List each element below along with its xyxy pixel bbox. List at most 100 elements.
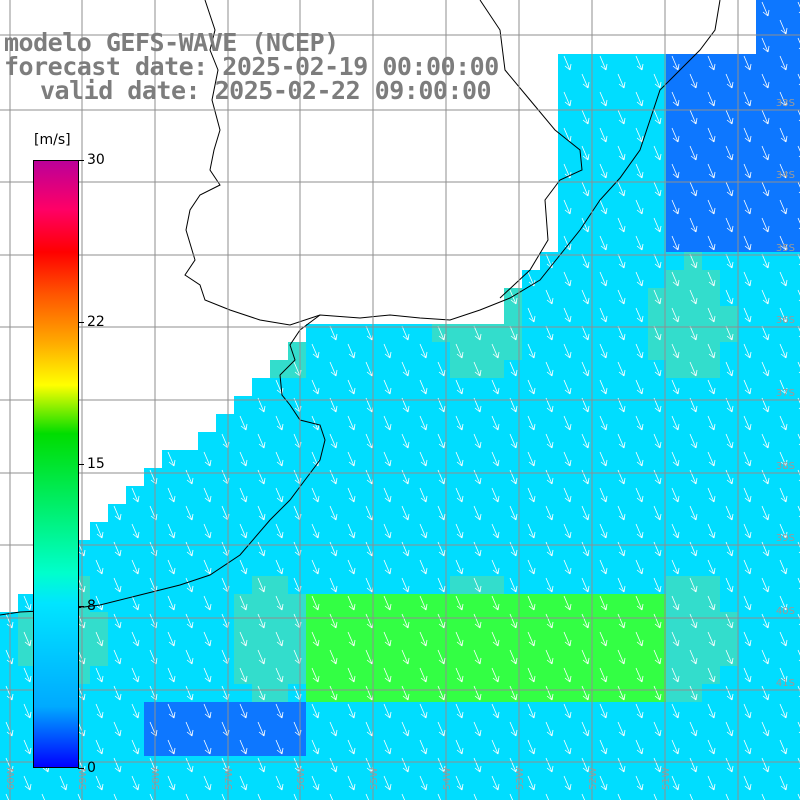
wind-arrow xyxy=(707,775,716,791)
wind-arrow xyxy=(311,739,320,755)
wind-arrow xyxy=(599,343,608,359)
ocean-cell xyxy=(432,558,450,576)
ocean-cell xyxy=(288,792,306,800)
wind-arrow xyxy=(455,415,464,431)
wind-arrow xyxy=(347,667,356,683)
wind-arrow xyxy=(437,505,446,521)
ocean-cell xyxy=(450,576,468,594)
wind-arrow xyxy=(653,793,658,800)
wind-arrow xyxy=(383,775,392,791)
valid-date: valid date: 2025-02-22 09:00:00 xyxy=(40,76,492,105)
wind-arrow xyxy=(185,721,194,737)
wind-arrow xyxy=(725,145,734,161)
ocean-cell xyxy=(540,378,558,396)
wind-arrow xyxy=(545,721,554,737)
ocean-cell xyxy=(702,540,720,558)
ocean-cell xyxy=(306,468,324,486)
ocean-cell xyxy=(144,702,162,720)
ocean-cell xyxy=(612,630,630,648)
wind-arrow xyxy=(761,613,770,629)
ocean-cell xyxy=(198,432,216,450)
wind-arrow xyxy=(761,73,770,89)
wind-arrow xyxy=(779,235,788,251)
wind-arrow xyxy=(311,667,320,683)
ocean-cell xyxy=(648,342,666,360)
ocean-cell xyxy=(648,126,666,144)
wind-arrow xyxy=(599,127,608,143)
ocean-cell xyxy=(684,558,702,576)
ocean-cell xyxy=(378,756,396,774)
wind-arrow xyxy=(473,505,482,521)
wind-arrow xyxy=(239,487,248,503)
wind-arrow xyxy=(419,451,428,467)
ocean-cell xyxy=(540,702,558,720)
ocean-cell xyxy=(90,792,108,800)
wind-arrow xyxy=(635,415,644,431)
longitude-label: 52W xyxy=(588,767,599,790)
wind-arrow xyxy=(95,739,104,755)
ocean-cell xyxy=(378,576,396,594)
wind-arrow xyxy=(779,487,788,503)
wind-arrow xyxy=(509,433,518,449)
ocean-cell xyxy=(738,684,756,702)
wind-arrow xyxy=(635,199,644,215)
latitude-label: 36S xyxy=(776,315,795,326)
wind-arrow xyxy=(131,631,140,647)
ocean-cell xyxy=(198,648,216,666)
wind-arrow xyxy=(689,145,698,161)
wind-arrow xyxy=(761,685,770,701)
wind-arrow xyxy=(653,649,662,665)
wind-arrow xyxy=(167,667,176,683)
ocean-cell xyxy=(774,720,792,738)
ocean-cell xyxy=(792,36,800,54)
ocean-cell xyxy=(630,288,648,306)
ocean-cell xyxy=(306,792,324,800)
wind-arrow xyxy=(239,739,248,755)
ocean-cell xyxy=(522,324,540,342)
ocean-cell xyxy=(432,792,450,800)
wind-arrow xyxy=(779,163,788,179)
wind-arrow xyxy=(635,235,644,251)
wind-arrow xyxy=(545,505,554,521)
ocean-cell xyxy=(738,432,756,450)
wind-arrow xyxy=(563,271,572,287)
wind-arrow xyxy=(635,667,644,683)
wind-arrow xyxy=(779,739,788,755)
wind-arrow xyxy=(473,721,482,737)
ocean-cell xyxy=(738,648,756,666)
wind-arrow xyxy=(527,415,536,431)
ocean-cell xyxy=(666,72,684,90)
wind-arrow xyxy=(761,541,770,557)
colorbar-label: 8 xyxy=(87,597,96,614)
wind-arrow xyxy=(437,793,442,800)
ocean-cell xyxy=(648,630,666,648)
ocean-cell xyxy=(54,792,72,800)
ocean-cell xyxy=(324,486,342,504)
wind-arrow xyxy=(653,181,662,197)
wind-arrow xyxy=(347,523,356,539)
ocean-cell xyxy=(180,450,198,468)
wind-arrow xyxy=(725,433,734,449)
ocean-cell xyxy=(792,612,800,630)
ocean-cell xyxy=(612,666,630,684)
ocean-cell xyxy=(342,576,360,594)
ocean-cell xyxy=(576,306,594,324)
colorbar-tick xyxy=(78,768,84,769)
wind-arrow xyxy=(761,145,770,161)
wind-arrow xyxy=(743,127,752,143)
ocean-cell xyxy=(594,216,612,234)
wind-arrow xyxy=(689,577,698,593)
ocean-cell xyxy=(342,756,360,774)
ocean-cell xyxy=(108,522,126,540)
ocean-cell xyxy=(360,702,378,720)
colorbar-tick xyxy=(78,605,84,607)
ocean-cell xyxy=(414,540,432,558)
ocean-cell xyxy=(738,216,756,234)
ocean-cell xyxy=(360,342,378,360)
ocean-cell xyxy=(342,360,360,378)
wind-arrow xyxy=(743,163,752,179)
wind-arrow xyxy=(743,559,752,575)
ocean-cell xyxy=(450,756,468,774)
wind-arrow xyxy=(599,235,608,251)
ocean-cell xyxy=(162,540,180,558)
